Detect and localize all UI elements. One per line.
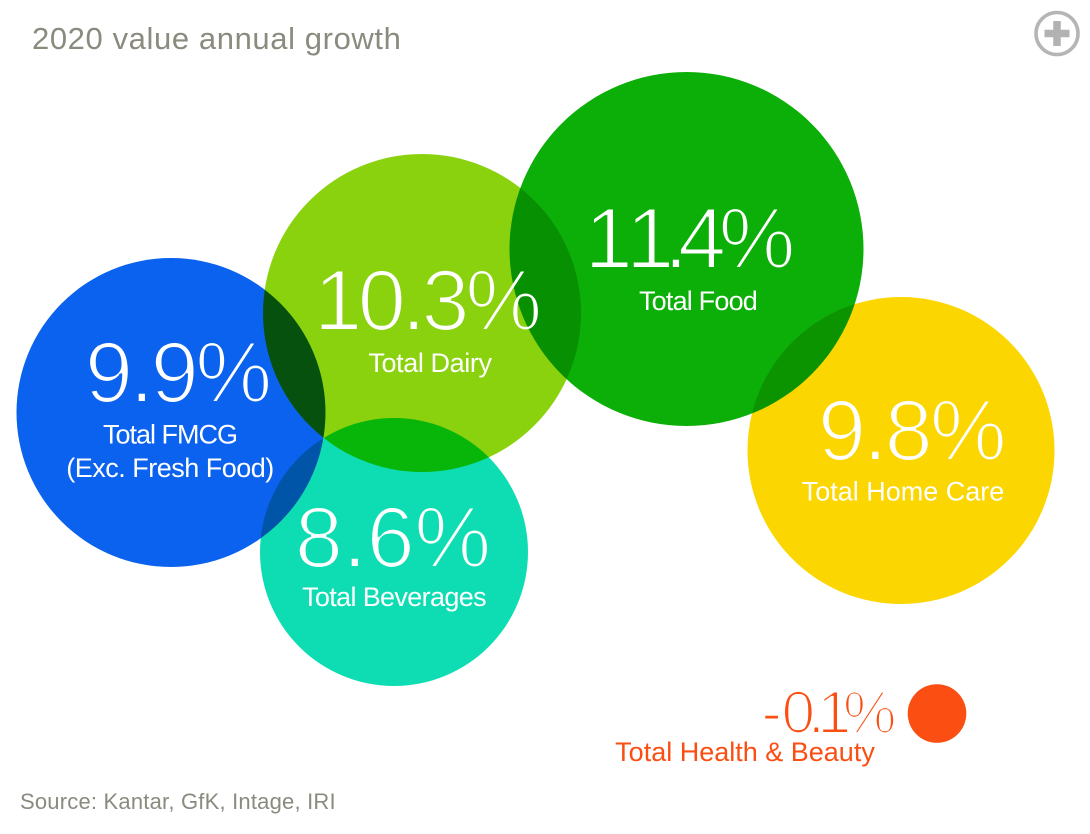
svg-text:2020 value annual growth: 2020 value annual growth bbox=[32, 21, 401, 56]
svg-text:8.6%: 8.6% bbox=[295, 490, 491, 586]
svg-text:9.9%: 9.9% bbox=[85, 325, 270, 421]
svg-text:9.8%: 9.8% bbox=[818, 383, 1004, 479]
svg-text:(Exc. Fresh Food): (Exc. Fresh Food) bbox=[66, 453, 274, 483]
svg-text:-0.1%: -0.1% bbox=[762, 679, 897, 746]
svg-text:Total Home Care: Total Home Care bbox=[802, 477, 1005, 507]
svg-text:Total Food: Total Food bbox=[639, 286, 757, 316]
svg-text:Total FMCG: Total FMCG bbox=[103, 420, 237, 450]
svg-text:11.4%: 11.4% bbox=[585, 191, 796, 287]
svg-text:Total Health & Beauty: Total Health & Beauty bbox=[615, 737, 875, 767]
svg-text:Total Beverages: Total Beverages bbox=[302, 582, 486, 612]
svg-text:Total Dairy: Total Dairy bbox=[368, 348, 492, 378]
svg-text:10.3%: 10.3% bbox=[314, 253, 539, 349]
svg-text:Source: Kantar, GfK, Intage, I: Source: Kantar, GfK, Intage, IRI bbox=[20, 789, 336, 814]
